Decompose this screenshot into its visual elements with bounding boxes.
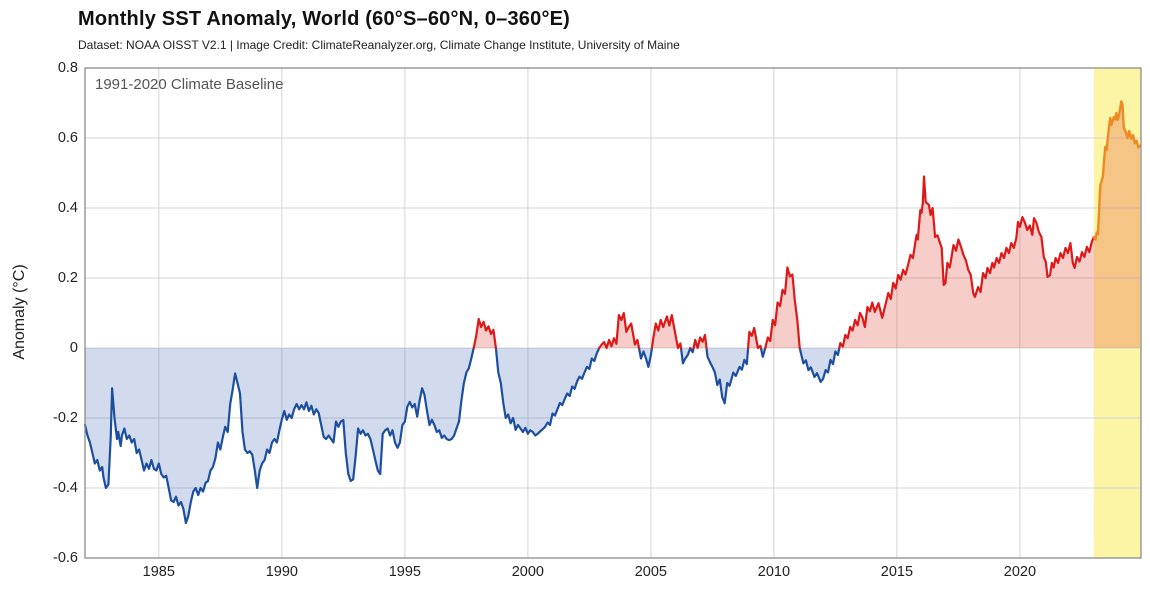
anomaly-line-negative	[83, 346, 841, 525]
y-tick-label: 0.8	[57, 60, 78, 76]
anomaly-line-positive	[472, 175, 1095, 350]
chart-title: Monthly SST Anomaly, World (60°S–60°N, 0…	[78, 8, 571, 30]
y-axis-label: Anomaly (°C)	[11, 264, 28, 360]
x-tick-label: 2005	[634, 564, 667, 580]
x-tick-label: 2015	[880, 564, 914, 580]
x-tick-label: 1985	[142, 564, 175, 580]
recent-period-highlight-band	[1093, 68, 1141, 558]
anomaly-line-recent	[1092, 100, 1142, 241]
y-tick-label: 0	[69, 340, 78, 356]
y-tick-label: -0.6	[53, 550, 78, 566]
x-tick-label: 2020	[1003, 564, 1037, 580]
y-tick-label: 0.6	[57, 130, 78, 146]
positive-anomaly-fill	[85, 101, 1140, 348]
x-tick-label: 1995	[388, 564, 421, 580]
x-tick-label: 2010	[757, 564, 791, 580]
negative-anomaly-fill	[85, 348, 1140, 523]
y-tick-label: 0.4	[57, 200, 78, 216]
x-tick-label: 2000	[511, 564, 544, 580]
y-tick-label: 0.2	[57, 270, 78, 286]
y-tick-label: -0.2	[53, 410, 78, 426]
baseline-annotation: 1991-2020 Climate Baseline	[95, 76, 284, 93]
y-tick-label: -0.4	[53, 480, 78, 496]
x-tick-label: 1990	[265, 564, 298, 580]
plot-border	[84, 67, 1142, 559]
chart-subtitle: Dataset: NOAA OISST V2.1 | Image Credit:…	[78, 38, 680, 52]
